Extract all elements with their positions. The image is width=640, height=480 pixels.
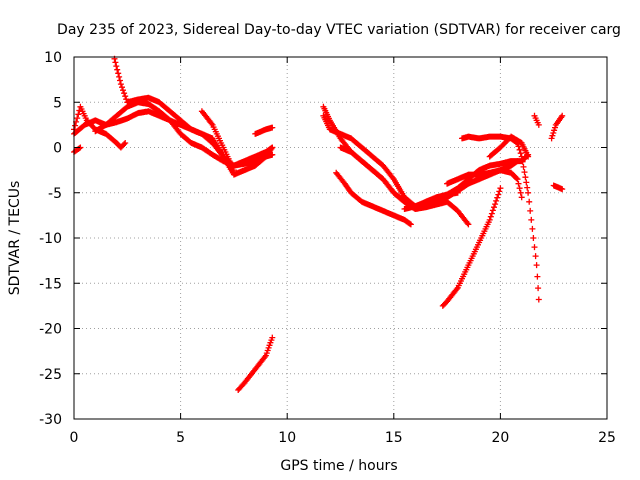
series-arc-7 [252,124,276,137]
series-arc-11 [333,169,414,228]
tick-labels: 0 5 10 15 20 25 -30 -25 -20 -15 -10 -5 0 5 10 [39,50,616,446]
x-tick-label: 15 [385,430,403,446]
series-points [531,112,542,128]
x-tick-label: 20 [491,430,509,446]
series-arc-2 [111,55,276,178]
series-arc-15 [401,151,532,212]
series-arc-19 [548,112,566,142]
y-tick-label: 5 [53,95,62,111]
y-tick-label: -15 [39,276,62,292]
series-arc-9 [320,103,461,210]
x-axis-label: GPS time / hours [280,458,397,474]
series-points [550,182,566,193]
series-points [401,151,532,212]
x-tick-label: 5 [176,430,185,446]
y-axis-label: SDTVAR / TECUs [7,181,23,296]
series-points [333,169,414,228]
series-points [111,55,276,178]
series-points [439,185,504,309]
series-arc-20 [550,182,566,193]
y-tick-label: -5 [48,186,62,202]
series-points [548,112,566,142]
y-tick-label: -20 [39,322,62,338]
series-points [198,108,237,174]
series-arc-12 [337,144,472,228]
y-tick-label: 0 [53,141,62,157]
series-arc-17 [486,133,532,160]
series-points [71,108,276,169]
series-points [252,124,276,137]
series-arc-16 [439,185,504,309]
x-tick-label: 25 [598,430,616,446]
axis-ticks [73,56,608,420]
y-tick-label: -30 [39,412,62,428]
series-points [337,144,472,228]
series-points [235,334,276,393]
x-tick-label: 10 [278,430,296,446]
series-arc-1 [71,108,276,169]
data-points [71,55,566,393]
series-arc-4 [71,144,84,155]
series-points [486,133,532,160]
series-arc-6 [198,108,237,174]
x-tick-label: 0 [70,430,79,446]
series-arc-18 [531,112,542,128]
series-points [71,144,84,155]
y-tick-label: -10 [39,231,62,247]
y-tick-label: 10 [44,50,62,66]
series-arc-8 [235,334,276,393]
chart-title: Day 235 of 2023, Sidereal Day-to-day VTE… [57,22,621,38]
y-tick-label: -25 [39,367,62,383]
series-points [320,103,461,210]
